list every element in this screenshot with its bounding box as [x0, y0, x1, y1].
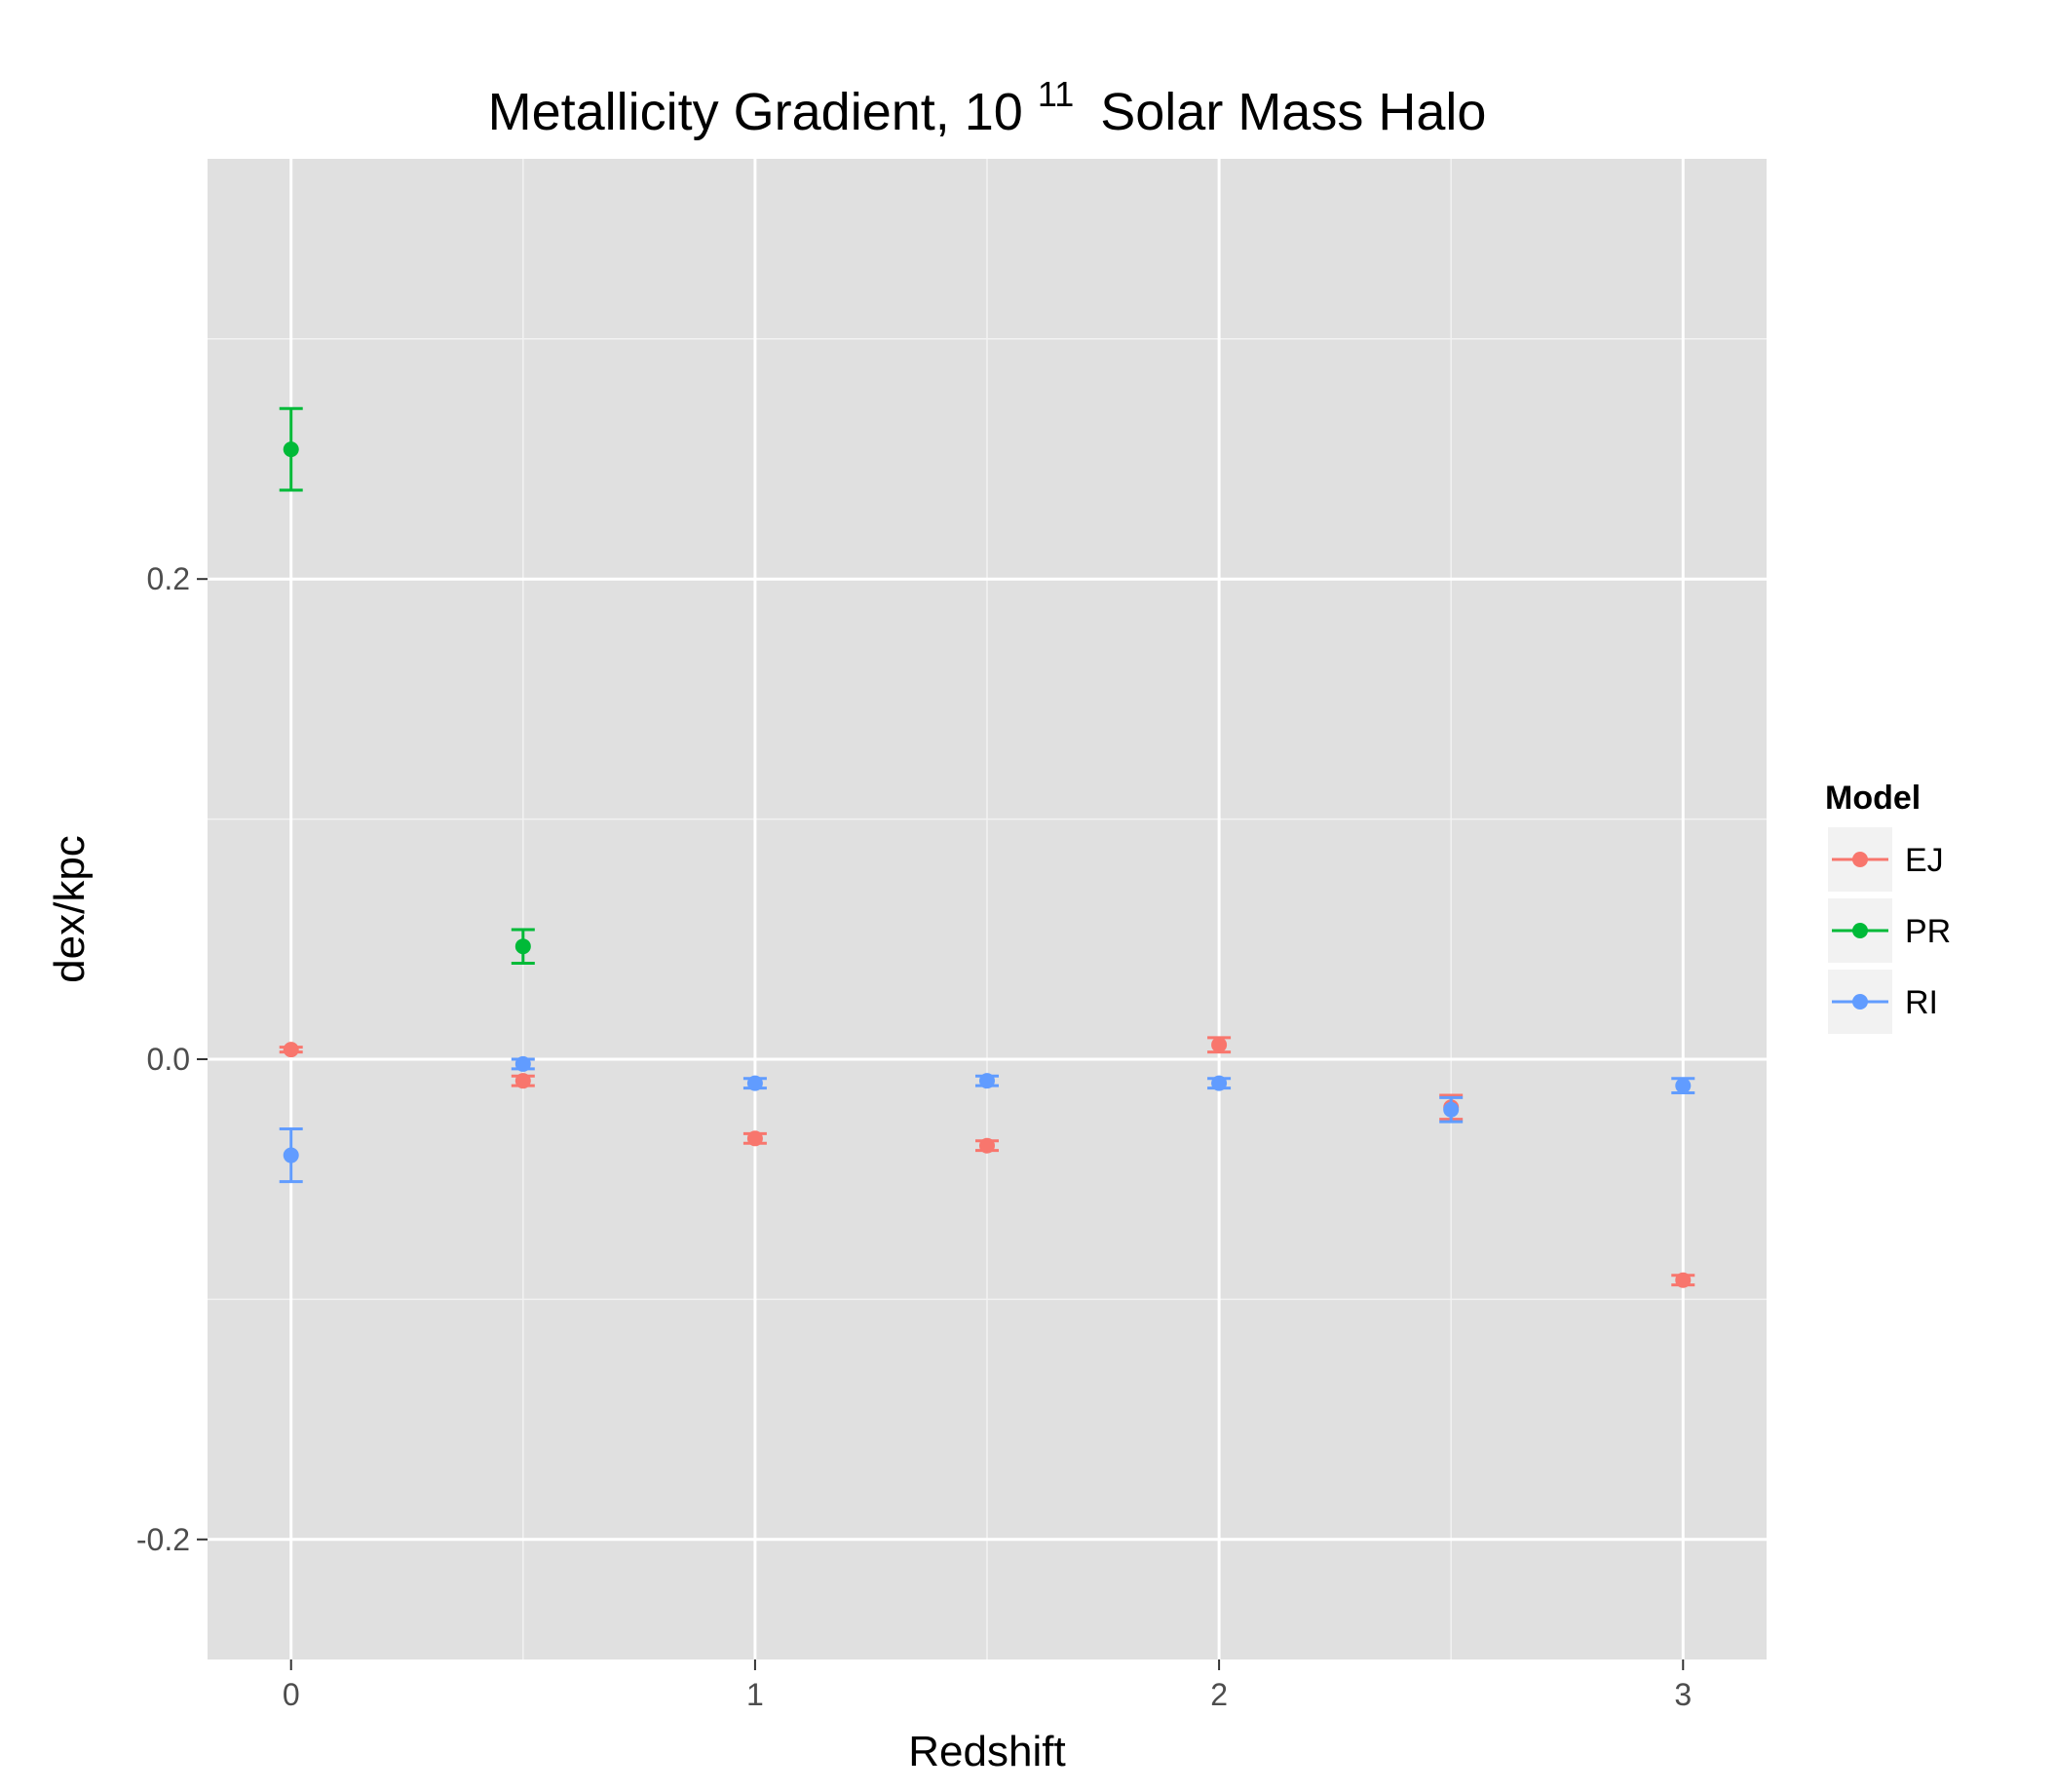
data-point	[1211, 1037, 1228, 1053]
x-tick-label: 0	[283, 1677, 300, 1712]
title-main: Metallicity Gradient, 10	[488, 83, 1023, 141]
series-pr	[279, 406, 535, 965]
legend-key-point	[1852, 852, 1868, 867]
data-point	[1211, 1075, 1228, 1091]
x-axis-title: Redshift	[908, 1728, 1065, 1775]
legend-title: Model	[1825, 780, 1921, 817]
chart-title: Metallicity Gradient, 10 11 Solar Mass H…	[488, 59, 1487, 141]
x-tick-label: 3	[1674, 1677, 1692, 1712]
data-point	[746, 1130, 763, 1147]
x-tick-label: 1	[746, 1677, 764, 1712]
y-tick-label: 0.0	[147, 1042, 190, 1077]
data-point	[979, 1073, 995, 1089]
data-point	[1675, 1272, 1692, 1288]
legend-label: EJ	[1905, 842, 1944, 879]
legend-key-point	[1852, 923, 1868, 938]
major-gridlines	[208, 159, 1767, 1659]
series-ej	[279, 1036, 1695, 1288]
y-tick-label: 0.2	[147, 561, 190, 596]
x-tick-label: 2	[1210, 1677, 1228, 1712]
minor-gridlines	[208, 159, 1767, 1659]
data-point	[283, 1042, 299, 1058]
data-series	[279, 406, 1695, 1288]
data-point	[1443, 1101, 1460, 1118]
title-tail: Solar Mass Halo	[1100, 83, 1486, 141]
legend-key-point	[1852, 994, 1868, 1010]
axes: 0 1 2 3 -0.2 0.0 0.2	[136, 561, 1692, 1712]
data-point	[514, 938, 531, 955]
data-point	[979, 1137, 995, 1154]
legend-item-pr: PR	[1826, 896, 1951, 965]
legend-label: RI	[1905, 984, 1938, 1021]
series-ri	[279, 1055, 1695, 1184]
y-axis-title: dex/kpc	[46, 835, 94, 983]
legend-item-ri: RI	[1826, 968, 1938, 1036]
data-point	[283, 441, 299, 458]
title-superscript: 11	[1038, 74, 1074, 114]
legend-items: EJ PR RI	[1826, 825, 1951, 1036]
data-point	[746, 1075, 763, 1091]
data-point	[514, 1073, 531, 1089]
y-tick-label: -0.2	[136, 1522, 190, 1557]
legend: Model EJ PR RI	[1825, 780, 1951, 1036]
data-point	[1675, 1078, 1692, 1094]
legend-label: PR	[1905, 913, 1951, 950]
data-point	[283, 1147, 299, 1163]
legend-item-ej: EJ	[1826, 825, 1944, 894]
data-point	[514, 1055, 531, 1072]
